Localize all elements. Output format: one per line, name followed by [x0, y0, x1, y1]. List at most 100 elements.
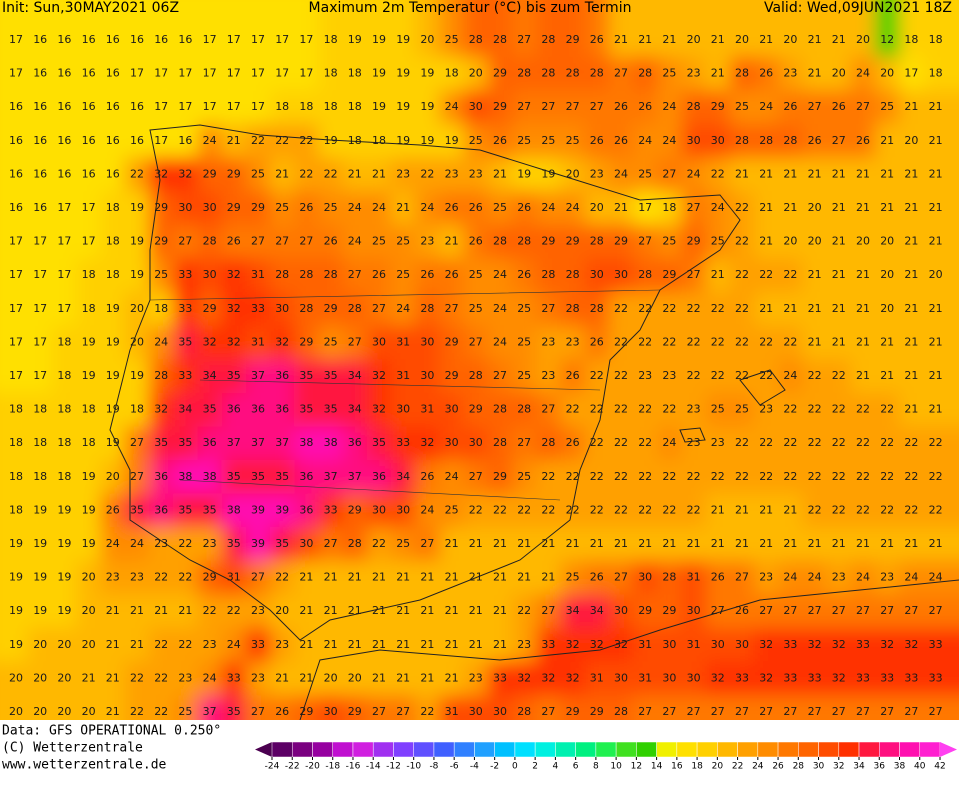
temperature-label: 17	[275, 67, 289, 80]
temperature-label: 21	[880, 201, 894, 214]
temperature-label: 21	[445, 235, 459, 248]
temperature-label: 16	[82, 134, 96, 147]
temperature-label: 22	[735, 268, 749, 281]
temperature-label: 21	[275, 167, 289, 180]
temperature-label: 27	[856, 604, 870, 617]
colorbar-box	[920, 742, 940, 757]
temperature-label: 32	[904, 638, 918, 651]
temperature-label: 30	[275, 302, 289, 315]
temperature-label: 27	[638, 235, 652, 248]
colorbar-label: 40	[914, 762, 926, 772]
temperature-label: 36	[203, 436, 217, 449]
temperature-label: 17	[203, 100, 217, 113]
temperature-label: 19	[130, 369, 144, 382]
temperature-label: 27	[832, 604, 846, 617]
temperature-label: 18	[57, 369, 71, 382]
temperature-label: 26	[420, 268, 434, 281]
temperature-label: 16	[9, 100, 23, 113]
temperature-label: 17	[638, 201, 652, 214]
colorbar-label: 26	[772, 762, 784, 772]
temperature-label: 21	[929, 201, 943, 214]
temperature-label: 30	[614, 268, 628, 281]
temperature-label: 21	[420, 671, 434, 684]
temperature-label: 27	[614, 571, 628, 584]
temperature-label: 28	[275, 268, 289, 281]
temperature-label: 19	[33, 571, 47, 584]
temperature-label: 26	[420, 470, 434, 483]
temperature-label: 22	[662, 470, 676, 483]
temperature-label: 17	[33, 302, 47, 315]
temperature-label: 18	[299, 100, 313, 113]
temperature-label: 30	[445, 436, 459, 449]
temperature-label: 26	[711, 571, 725, 584]
temperature-label: 23	[275, 638, 289, 651]
temperature-label: 27	[251, 235, 265, 248]
temperature-label: 22	[178, 571, 192, 584]
temperature-label: 34	[178, 403, 192, 416]
temperature-label: 22	[687, 369, 701, 382]
temperature-label: 39	[251, 537, 265, 550]
temperature-label: 22	[130, 671, 144, 684]
temperature-label: 29	[566, 705, 580, 718]
temperature-label: 33	[227, 671, 241, 684]
temperature-label: 27	[541, 705, 555, 718]
temperature-label: 29	[251, 201, 265, 214]
temperature-label: 21	[735, 167, 749, 180]
temperature-label: 24	[856, 67, 870, 80]
temperature-label: 30	[735, 638, 749, 651]
temperature-label: 32	[154, 167, 168, 180]
temperature-label: 27	[880, 604, 894, 617]
temperature-label: 24	[638, 134, 652, 147]
temperature-label: 29	[445, 335, 459, 348]
field-cell	[246, 0, 271, 58]
temperature-label: 24	[493, 302, 507, 315]
temperature-label: 19	[396, 67, 410, 80]
temperature-label: 21	[929, 100, 943, 113]
temperature-label: 19	[396, 134, 410, 147]
temperature-label: 22	[904, 470, 918, 483]
temperature-label: 24	[154, 335, 168, 348]
temperature-label: 19	[541, 167, 555, 180]
temperature-label: 17	[227, 67, 241, 80]
temperature-label: 30	[662, 638, 676, 651]
temperature-label: 20	[33, 705, 47, 718]
temperature-label: 29	[662, 604, 676, 617]
temperature-label: 26	[299, 201, 313, 214]
colorbar-label: -24	[265, 762, 280, 772]
temperature-label: 33	[396, 436, 410, 449]
temperature-label: 22	[929, 436, 943, 449]
temperature-label: 17	[9, 33, 23, 46]
temperature-label: 21	[154, 604, 168, 617]
temperature-label: 30	[203, 268, 217, 281]
field-cell	[657, 0, 682, 58]
temperature-label: 27	[541, 403, 555, 416]
temperature-label: 18	[348, 134, 362, 147]
temperature-label: 22	[662, 335, 676, 348]
temperature-label: 16	[57, 167, 71, 180]
colorbar-label: -20	[305, 762, 320, 772]
temperature-label: 16	[57, 33, 71, 46]
temperature-label: 22	[832, 369, 846, 382]
temperature-label: 22	[759, 369, 773, 382]
temperature-label: 21	[396, 671, 410, 684]
temperature-label: 27	[469, 335, 483, 348]
temperature-label: 28	[541, 436, 555, 449]
temperature-label: 21	[904, 537, 918, 550]
temperature-label: 21	[469, 638, 483, 651]
temperature-label: 25	[275, 201, 289, 214]
temperature-label: 22	[783, 335, 797, 348]
temperature-label: 21	[396, 571, 410, 584]
temperature-label: 37	[251, 369, 265, 382]
temperature-label: 33	[251, 302, 265, 315]
temperature-label: 19	[420, 67, 434, 80]
temperature-label: 21	[662, 537, 676, 550]
temperature-label: 20	[904, 134, 918, 147]
temperature-label: 24	[541, 201, 555, 214]
temperature-label: 18	[106, 235, 120, 248]
temperature-label: 27	[808, 604, 822, 617]
temperature-label: 22	[711, 302, 725, 315]
colorbar-label: -22	[285, 762, 300, 772]
temperature-label: 24	[904, 571, 918, 584]
temperature-label: 22	[687, 470, 701, 483]
temperature-label: 22	[638, 436, 652, 449]
